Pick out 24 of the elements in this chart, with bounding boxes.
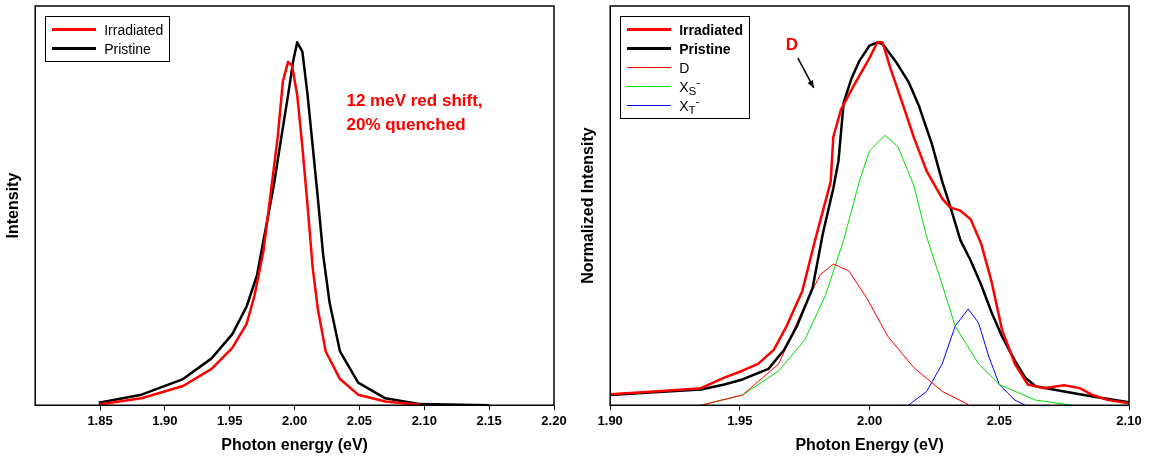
annotation: 12 meV red shift, 20% quenched bbox=[346, 90, 483, 134]
x-tick-label: 1.95 bbox=[217, 412, 243, 428]
x-axis-title: Photon Energy (eV) bbox=[795, 435, 944, 453]
x-tick-label: 2.10 bbox=[1116, 412, 1142, 428]
x-tick-label: 1.85 bbox=[87, 412, 113, 428]
x-tick-label: 2.20 bbox=[541, 412, 567, 428]
legend-label: Pristine bbox=[679, 40, 731, 57]
annotation: D bbox=[785, 34, 798, 54]
x-tick-label: 1.95 bbox=[727, 412, 753, 428]
legend-label: Irradiated bbox=[104, 21, 164, 38]
x-tick-label: 2.00 bbox=[856, 412, 883, 428]
x-tick-label: 2.15 bbox=[476, 412, 502, 428]
legend-label: Pristine bbox=[104, 40, 151, 57]
x-tick-label: 2.10 bbox=[411, 412, 437, 428]
y-axis-title: Normalized Intensity bbox=[579, 127, 597, 284]
legend-label: Irradiated bbox=[679, 21, 743, 38]
x-tick-label: 1.90 bbox=[597, 412, 623, 428]
x-tick-label: 1.90 bbox=[152, 412, 178, 428]
x-tick-label: 2.05 bbox=[346, 412, 373, 428]
legend-label: D bbox=[679, 59, 690, 76]
x-tick-label: 2.00 bbox=[281, 412, 308, 428]
y-axis-title: Intensity bbox=[4, 172, 22, 239]
x-axis-title: Photon energy (eV) bbox=[221, 435, 368, 453]
x-tick-label: 2.05 bbox=[986, 412, 1012, 428]
